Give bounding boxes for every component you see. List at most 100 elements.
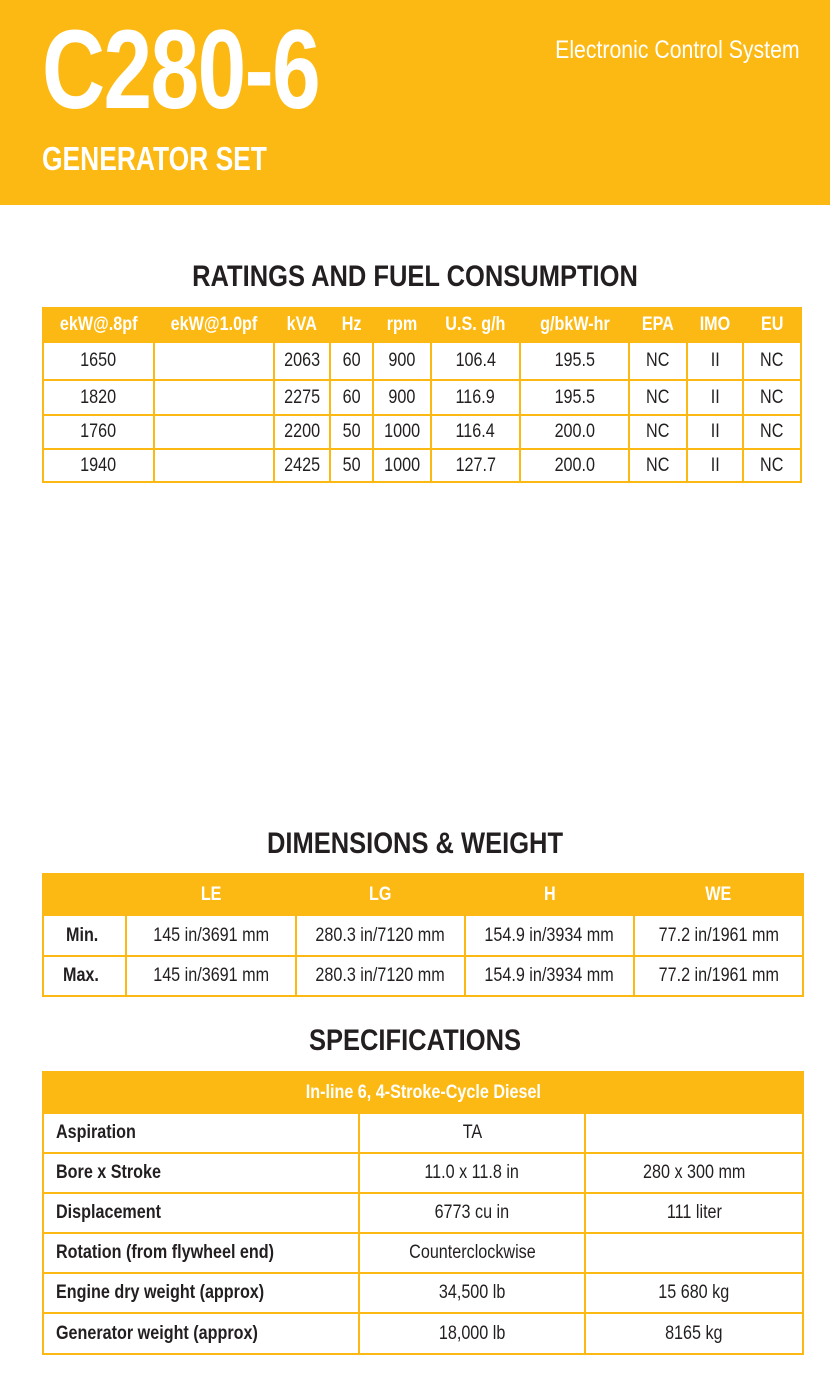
table-cell — [153, 448, 275, 483]
table-cell: 154.9 in/3934 mm — [464, 914, 635, 957]
table-cell: Counterclockwise — [358, 1232, 586, 1274]
table-cell: 195.5 — [519, 379, 630, 416]
table-cell: NC — [628, 414, 688, 450]
table-row: Min. 145 in/3691 mm 280.3 in/7120 mm 154.9 … — [42, 914, 804, 957]
table-row: 1760 2200 50 1000 116.4 200.0 NC II NC — [42, 414, 802, 450]
table-cell: 15 680 kg — [584, 1272, 804, 1314]
table-row: 1820 2275 60 900 116.9 195.5 NC II NC — [42, 379, 802, 416]
table-cell: 6773 cu in — [358, 1192, 586, 1234]
table-cell: II — [686, 341, 744, 381]
table-cell: 145 in/3691 mm — [125, 955, 297, 997]
table-cell: 60 — [329, 379, 374, 416]
column-header: IMO — [686, 307, 744, 343]
table-cell: 154.9 in/3934 mm — [464, 955, 635, 997]
table-cell — [584, 1232, 804, 1274]
table-cell: NC — [628, 341, 688, 381]
column-header: ekW@.8pf — [42, 307, 155, 343]
table-cell: 2200 — [273, 414, 331, 450]
column-header: U.S. g/h — [430, 307, 521, 343]
table-cell: 77.2 in/1961 mm — [633, 914, 804, 957]
table-cell: NC — [742, 379, 802, 416]
table-cell: 1650 — [42, 341, 155, 381]
spec-header: In-line 6, 4-Stroke-Cycle Diesel — [42, 1071, 804, 1114]
table-cell: 127.7 — [430, 448, 521, 483]
header-row: ekW@.8pf ekW@1.0pf kVA Hz rpm U.S. g/h g/bkW-h… — [42, 307, 802, 343]
column-header: g/bkW-hr — [519, 307, 630, 343]
dimensions-title: DIMENSIONS & WEIGHT — [266, 827, 564, 860]
column-header: EPA — [628, 307, 688, 343]
table-cell: 200.0 — [519, 448, 630, 483]
column-header: H — [464, 873, 635, 916]
row-label: Aspiration — [42, 1112, 360, 1154]
row-label: Bore x Stroke — [42, 1152, 360, 1194]
column-header: rpm — [372, 307, 432, 343]
row-label: Generator weight (approx) — [42, 1312, 360, 1355]
table-cell: 1760 — [42, 414, 155, 450]
table-cell: 8165 kg — [584, 1312, 804, 1355]
table-cell: II — [686, 448, 744, 483]
table-cell — [584, 1112, 804, 1154]
column-header: LG — [295, 873, 466, 916]
column-header: LE — [125, 873, 297, 916]
table-cell: NC — [742, 341, 802, 381]
row-label: Min. — [42, 914, 127, 957]
table-row: Bore x Stroke 11.0 x 11.8 in 280 x 300 mm — [42, 1152, 804, 1194]
table-cell: 60 — [329, 341, 374, 381]
column-header: kVA — [273, 307, 331, 343]
table-cell: 18,000 lb — [358, 1312, 586, 1355]
table-cell: II — [686, 414, 744, 450]
table-cell: 116.9 — [430, 379, 521, 416]
table-row: Max. 145 in/3691 mm 280.3 in/7120 mm 154.9 … — [42, 955, 804, 997]
table-cell: 11.0 x 11.8 in — [358, 1152, 586, 1194]
table-cell: 145 in/3691 mm — [125, 914, 297, 957]
table-cell: NC — [742, 448, 802, 483]
table-cell: 1000 — [372, 448, 432, 483]
table-cell: 2063 — [273, 341, 331, 381]
column-header: ekW@1.0pf — [153, 307, 275, 343]
model-title: C280-6 — [42, 7, 321, 132]
table-cell — [153, 341, 275, 381]
dimensions-table: LE LG H WE Min. 145 in/3691 mm 280.3 in/7120 m… — [42, 873, 804, 997]
table-cell: NC — [628, 448, 688, 483]
table-cell: II — [686, 379, 744, 416]
table-cell: 195.5 — [519, 341, 630, 381]
table-row: 1940 2425 50 1000 127.7 200.0 NC II NC — [42, 448, 802, 483]
row-label: Engine dry weight (approx) — [42, 1272, 360, 1314]
product-subtitle: GENERATOR SET — [42, 140, 267, 177]
table-row: Aspiration TA — [42, 1112, 804, 1154]
table-cell — [153, 414, 275, 450]
column-header: Hz — [329, 307, 374, 343]
table-cell: 1000 — [372, 414, 432, 450]
table-cell: 1820 — [42, 379, 155, 416]
table-cell: 900 — [372, 379, 432, 416]
column-header: EU — [742, 307, 802, 343]
table-cell: NC — [628, 379, 688, 416]
table-cell: 50 — [329, 414, 374, 450]
table-cell: 34,500 lb — [358, 1272, 586, 1314]
table-row: Rotation (from flywheel end) Counterclock… — [42, 1232, 804, 1274]
table-cell: 111 liter — [584, 1192, 804, 1234]
header-banner: C280-6 GENERATOR SET Electronic Control … — [0, 0, 830, 205]
system-label: Electronic Control System — [555, 36, 800, 64]
table-row: 1650 2063 60 900 106.4 195.5 NC II NC — [42, 341, 802, 381]
header-row: LE LG H WE — [42, 873, 804, 916]
table-cell: 200.0 — [519, 414, 630, 450]
ratings-title: RATINGS AND FUEL CONSUMPTION — [192, 260, 638, 293]
ratings-table: ekW@.8pf ekW@1.0pf kVA Hz rpm U.S. g/h g/bkW-h… — [42, 307, 802, 483]
table-cell: NC — [742, 414, 802, 450]
table-row: Generator weight (approx) 18,000 lb 8165 k… — [42, 1312, 804, 1355]
table-cell: 2275 — [273, 379, 331, 416]
table-cell: 50 — [329, 448, 374, 483]
table-cell — [153, 379, 275, 416]
table-row: Engine dry weight (approx) 34,500 lb 15 68… — [42, 1272, 804, 1314]
row-label: Rotation (from flywheel end) — [42, 1232, 360, 1274]
specifications-title: SPECIFICATIONS — [308, 1024, 522, 1057]
column-header: WE — [633, 873, 804, 916]
table-cell: 106.4 — [430, 341, 521, 381]
table-cell: 1940 — [42, 448, 155, 483]
table-cell: 77.2 in/1961 mm — [633, 955, 804, 997]
row-label: Max. — [42, 955, 127, 997]
row-label: Displacement — [42, 1192, 360, 1234]
table-cell: 280.3 in/7120 mm — [295, 914, 466, 957]
table-cell: 116.4 — [430, 414, 521, 450]
